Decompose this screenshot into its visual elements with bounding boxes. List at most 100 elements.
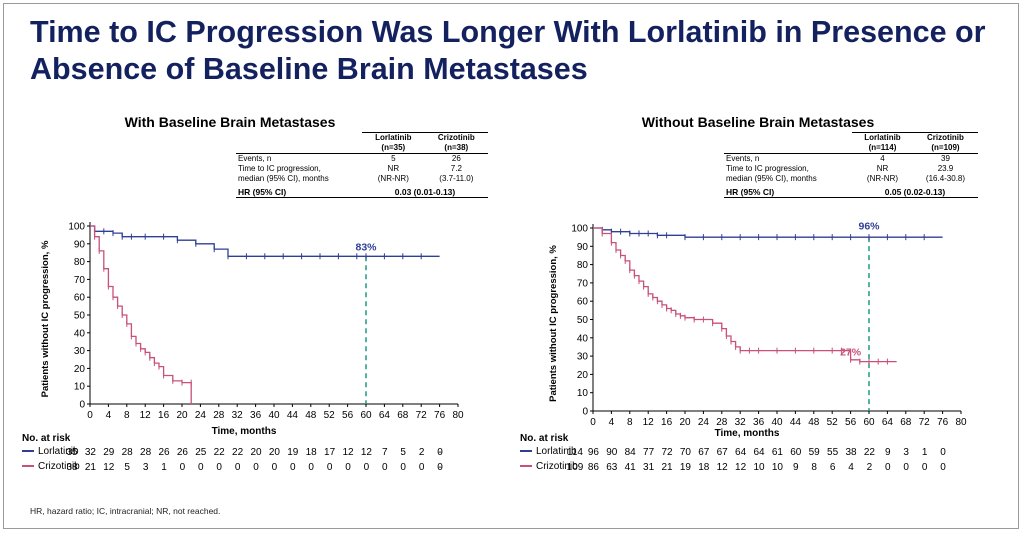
y-tick-label: 30 (74, 346, 86, 357)
x-tick-label: 4 (609, 417, 615, 428)
risk-value: 0 (235, 462, 241, 473)
risk-value: 72 (661, 447, 673, 458)
risk-value: 67 (698, 447, 710, 458)
x-tick-label: 36 (753, 417, 765, 428)
x-tick-label: 68 (900, 417, 912, 428)
y-tick-label: 90 (577, 242, 589, 253)
events-crizotinib: 39 (912, 153, 978, 164)
events-lorlatinib: 5 (362, 153, 425, 164)
risk-value: 19 (680, 462, 692, 473)
x-tick-label: 20 (176, 410, 188, 421)
risk-value: 0 (940, 447, 946, 458)
risk-value: 63 (606, 462, 618, 473)
risk-value: 0 (308, 462, 314, 473)
risk-value: 22 (232, 447, 244, 458)
y-tick-label: 80 (74, 257, 86, 268)
risk-value: 20 (269, 447, 281, 458)
km-curve-lorlatinib (90, 225, 440, 257)
x-tick-label: 56 (845, 417, 857, 428)
events-label: Events, n (236, 153, 362, 164)
risk-value: 0 (940, 462, 946, 473)
annotation-83pct: 83% (355, 241, 377, 253)
x-tick-label: 64 (882, 417, 894, 428)
stats-table-without-mets: Lorlatinib Crizotinib (n=114) (n=109) Even… (724, 132, 978, 198)
ci-crizotinib: (16.4-30.8) (925, 174, 966, 183)
x-tick-label: 20 (679, 417, 691, 428)
x-tick-label: 36 (250, 410, 262, 421)
header-crizotinib: Crizotinib (912, 132, 978, 143)
x-axis-label: Time, months (715, 428, 780, 439)
y-tick-label: 50 (74, 311, 86, 322)
x-tick-label: 60 (863, 417, 875, 428)
km-curve-crizotinib (90, 225, 192, 404)
risk-value: 29 (103, 447, 115, 458)
risk-value: 60 (790, 447, 802, 458)
risk-row-crizotinib-without-mets: Crizotinib (520, 460, 578, 474)
x-tick-label: 44 (287, 410, 299, 421)
x-tick-label: 48 (305, 410, 317, 421)
footnote: HR, hazard ratio; IC, intracranial; NR, … (30, 506, 221, 516)
y-tick-label: 0 (79, 400, 85, 411)
annotation-96pct: 96% (858, 220, 880, 232)
risk-value: 59 (809, 447, 821, 458)
risk-value: 1 (922, 447, 928, 458)
risk-value: 38 (845, 447, 857, 458)
stats-table-with-mets: Lorlatinib Crizotinib (n=35) (n=38) Events… (236, 132, 488, 198)
risk-label-without-mets: No. at risk (520, 433, 569, 444)
events-crizotinib: 26 (424, 153, 488, 164)
median-lorlatinib: NR (876, 164, 889, 173)
events-lorlatinib: 4 (852, 153, 913, 164)
km-curve-lorlatinib (593, 227, 943, 238)
x-tick-label: 80 (452, 410, 464, 421)
risk-label-with-mets: No. at risk (22, 433, 71, 444)
risk-value: 26 (158, 447, 170, 458)
y-tick-label: 20 (577, 370, 589, 381)
legend-line-crizotinib (520, 465, 532, 468)
y-tick-label: 100 (571, 224, 588, 235)
risk-value: 31 (643, 462, 655, 473)
risk-name-lorlatinib: Lorlatinib (38, 446, 79, 457)
risk-value: 28 (122, 447, 134, 458)
header-crizotinib-n: (n=109) (931, 143, 960, 152)
time-label-2: median (95% CI), months (238, 174, 329, 183)
x-tick-label: 76 (434, 410, 446, 421)
risk-value: 3 (903, 447, 909, 458)
x-tick-label: 4 (106, 410, 112, 421)
x-tick-label: 60 (360, 410, 372, 421)
risk-value: 12 (735, 462, 747, 473)
risk-value: 96 (588, 447, 600, 458)
risk-value: 61 (772, 447, 784, 458)
time-label-1: Time to IC progression, (238, 164, 321, 173)
x-tick-label: 40 (771, 417, 783, 428)
risk-value: 12 (342, 447, 354, 458)
risk-value: 8 (811, 462, 817, 473)
risk-value: 26 (177, 447, 189, 458)
risk-value: 4 (848, 462, 854, 473)
ci-lorlatinib: (NR-NR) (377, 174, 409, 183)
y-tick-label: 20 (74, 364, 86, 375)
risk-value: 9 (793, 462, 799, 473)
x-tick-label: 72 (919, 417, 931, 428)
risk-value: 67 (717, 447, 729, 458)
y-tick-label: 70 (577, 278, 589, 289)
risk-value: 19 (287, 447, 299, 458)
risk-row-lorlatinib-without-mets: Lorlatinib (520, 445, 577, 459)
hr-value: 0.05 (0.02-0.13) (852, 184, 978, 198)
header-lorlatinib: Lorlatinib (362, 132, 425, 143)
x-tick-label: 32 (735, 417, 747, 428)
x-tick-label: 28 (213, 410, 225, 421)
x-tick-label: 16 (158, 410, 170, 421)
x-tick-label: 0 (87, 410, 93, 421)
risk-value: 3 (143, 462, 149, 473)
x-tick-label: 52 (324, 410, 336, 421)
risk-value: 5 (400, 447, 406, 458)
x-tick-label: 64 (379, 410, 391, 421)
x-tick-label: 48 (808, 417, 820, 428)
x-tick-label: 40 (268, 410, 280, 421)
risk-name-crizotinib: Crizotinib (536, 461, 578, 472)
time-label-2: median (95% CI), months (726, 174, 817, 183)
risk-value: 10 (753, 462, 765, 473)
median-crizotinib: 7.2 (450, 164, 462, 173)
annotation-27pct: 27% (840, 347, 862, 359)
risk-value: 18 (306, 447, 318, 458)
